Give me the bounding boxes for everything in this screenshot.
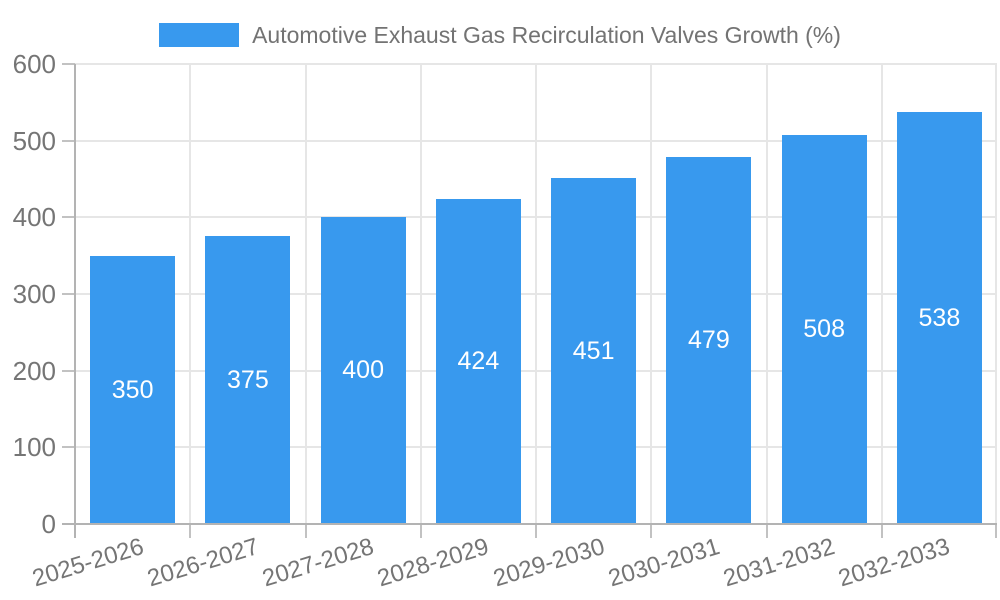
bar[interactable]: 451 — [551, 178, 637, 524]
y-tick-mark — [62, 139, 75, 142]
bar[interactable]: 479 — [666, 157, 752, 524]
bar[interactable]: 508 — [781, 135, 867, 524]
y-axis-label: 300 — [12, 279, 56, 309]
bar-value-label: 400 — [342, 356, 384, 384]
x-gridline — [535, 64, 537, 524]
y-tick-mark — [62, 216, 75, 219]
y-axis-line — [74, 64, 76, 538]
bar[interactable]: 424 — [435, 199, 521, 524]
x-axis-line — [62, 523, 997, 525]
plot-area: 350 375 400 424 451 479 508 538 — [75, 63, 997, 524]
x-gridline — [304, 64, 307, 524]
bar-value-label: 479 — [688, 326, 730, 354]
x-tick-mark — [995, 524, 997, 538]
y-axis-label: 200 — [12, 355, 56, 386]
y-axis-label: 600 — [12, 49, 56, 79]
bar[interactable]: 538 — [896, 112, 982, 524]
y-tick-mark — [62, 63, 75, 65]
x-tick-mark — [189, 524, 192, 538]
x-gridline — [419, 64, 422, 524]
y-tick-mark — [62, 369, 75, 372]
bar-value-label: 350 — [111, 375, 154, 404]
y-axis-label: 500 — [12, 125, 56, 156]
x-gridline — [189, 64, 192, 524]
legend-swatch — [159, 23, 240, 47]
x-gridline — [765, 64, 768, 524]
bar[interactable]: 375 — [205, 236, 291, 524]
bar-value-label: 375 — [227, 365, 269, 394]
bar[interactable]: 350 — [90, 256, 176, 524]
x-tick-mark — [880, 524, 883, 538]
x-gridline — [650, 64, 653, 524]
x-tick-mark — [765, 524, 768, 538]
bar-value-label: 424 — [457, 347, 500, 375]
bar-value-label: 508 — [803, 315, 845, 343]
bar-value-label: 451 — [572, 336, 615, 365]
x-tick-mark — [650, 524, 653, 538]
bar[interactable]: 400 — [320, 217, 406, 524]
y-axis-label: 0 — [41, 509, 56, 539]
x-tick-mark — [535, 524, 537, 538]
bar-value-label: 538 — [918, 303, 961, 332]
y-tick-mark — [62, 293, 75, 295]
legend[interactable]: Automotive Exhaust Gas Recirculation Val… — [0, 22, 1000, 48]
y-tick-mark — [62, 446, 75, 449]
y-axis-label: 100 — [12, 432, 56, 463]
x-gridline — [880, 64, 883, 524]
x-tick-mark — [419, 524, 422, 538]
legend-label: Automotive Exhaust Gas Recirculation Val… — [252, 22, 841, 48]
y-axis-label: 400 — [12, 202, 56, 233]
x-gridline — [995, 64, 997, 524]
x-tick-mark — [304, 524, 307, 538]
